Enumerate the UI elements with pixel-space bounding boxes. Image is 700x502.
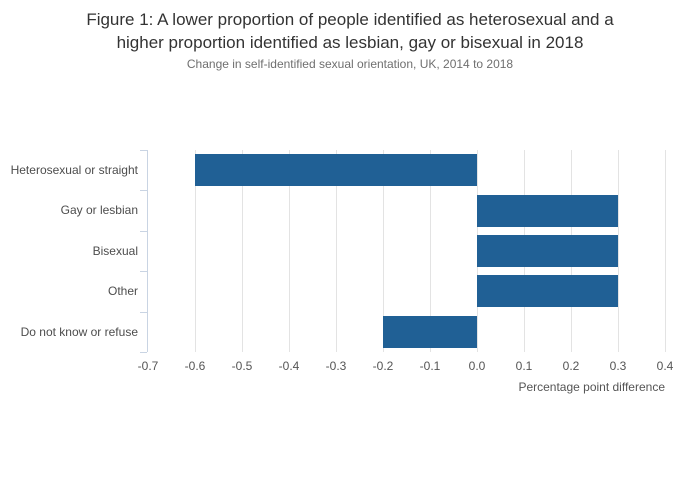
x-tick-label: 0.1 bbox=[515, 359, 533, 373]
bar-heterosexual-or-straight[interactable] bbox=[195, 154, 477, 186]
y-axis-tick bbox=[140, 352, 147, 353]
x-gridline bbox=[430, 150, 431, 352]
y-axis-line bbox=[147, 150, 148, 352]
x-tick-label: -0.2 bbox=[372, 359, 394, 373]
y-axis-tick bbox=[140, 231, 147, 232]
y-category-label: Other bbox=[107, 284, 138, 298]
bar-do-not-know-or-refuse[interactable] bbox=[383, 316, 477, 348]
y-axis-tick bbox=[140, 190, 147, 191]
y-category-label: Bisexual bbox=[92, 244, 138, 258]
x-tick-label: -0.5 bbox=[231, 359, 253, 373]
x-gridline bbox=[665, 150, 666, 352]
x-gridline bbox=[383, 150, 384, 352]
chart-title: Figure 1: A lower proportion of people i… bbox=[30, 8, 670, 54]
x-gridline bbox=[242, 150, 243, 352]
x-tick-label: -0.3 bbox=[325, 359, 347, 373]
x-tick-label: -0.1 bbox=[419, 359, 441, 373]
chart-title-line-1: Figure 1: A lower proportion of people i… bbox=[86, 10, 614, 29]
x-gridline bbox=[195, 150, 196, 352]
x-gridline bbox=[289, 150, 290, 352]
y-axis-tick bbox=[140, 312, 147, 313]
chart-title-line-2: higher proportion identified as lesbian,… bbox=[116, 33, 584, 52]
bar-bisexual[interactable] bbox=[477, 235, 618, 267]
x-tick-label: -0.4 bbox=[278, 359, 300, 373]
x-tick-label: 0.0 bbox=[468, 359, 486, 373]
x-tick-label: 0.2 bbox=[562, 359, 580, 373]
y-axis-tick bbox=[140, 150, 147, 151]
bar-other[interactable] bbox=[477, 275, 618, 307]
y-category-label: Heterosexual or straight bbox=[10, 163, 138, 177]
x-gridline bbox=[618, 150, 619, 352]
chart-subtitle: Change in self-identified sexual orienta… bbox=[186, 57, 514, 71]
x-axis-title: Percentage point difference bbox=[518, 380, 665, 394]
x-gridline bbox=[336, 150, 337, 352]
bar-gay-or-lesbian[interactable] bbox=[477, 195, 618, 227]
y-category-label: Gay or lesbian bbox=[60, 203, 138, 217]
x-tick-label: 0.3 bbox=[609, 359, 627, 373]
y-axis-tick bbox=[140, 271, 147, 272]
x-tick-label: 0.4 bbox=[656, 359, 674, 373]
x-tick-label: -0.7 bbox=[137, 359, 159, 373]
y-category-label: Do not know or refuse bbox=[20, 325, 138, 339]
x-tick-label: -0.6 bbox=[184, 359, 206, 373]
